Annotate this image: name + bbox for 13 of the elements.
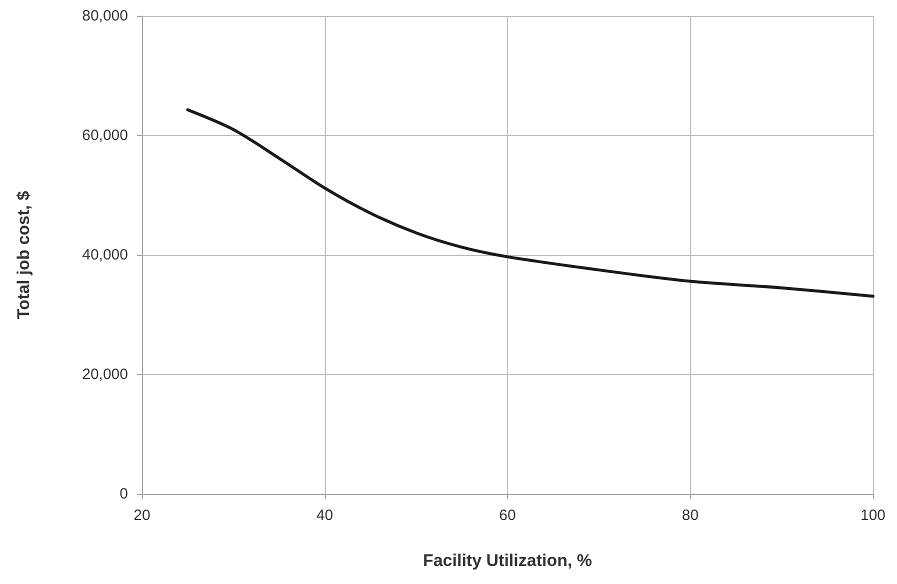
y-tick-label: 20,000	[82, 366, 128, 383]
x-tick-label: 20	[134, 507, 150, 524]
x-axis-title: Facility Utilization, %	[422, 551, 592, 570]
y-tick-label: 60,000	[82, 127, 128, 144]
x-tick-label: 40	[316, 507, 334, 524]
y-tick-label: 40,000	[82, 246, 128, 264]
x-tick-label: 100	[860, 507, 886, 524]
line-series	[186, 108, 874, 298]
x-tick-label: 60	[499, 507, 516, 524]
x-tick-label: 80	[682, 507, 699, 524]
y-axis-title: Total job cost, $	[14, 190, 33, 320]
y-tick-label: 0	[120, 486, 128, 502]
y-tick-label: 80,000	[82, 8, 128, 24]
